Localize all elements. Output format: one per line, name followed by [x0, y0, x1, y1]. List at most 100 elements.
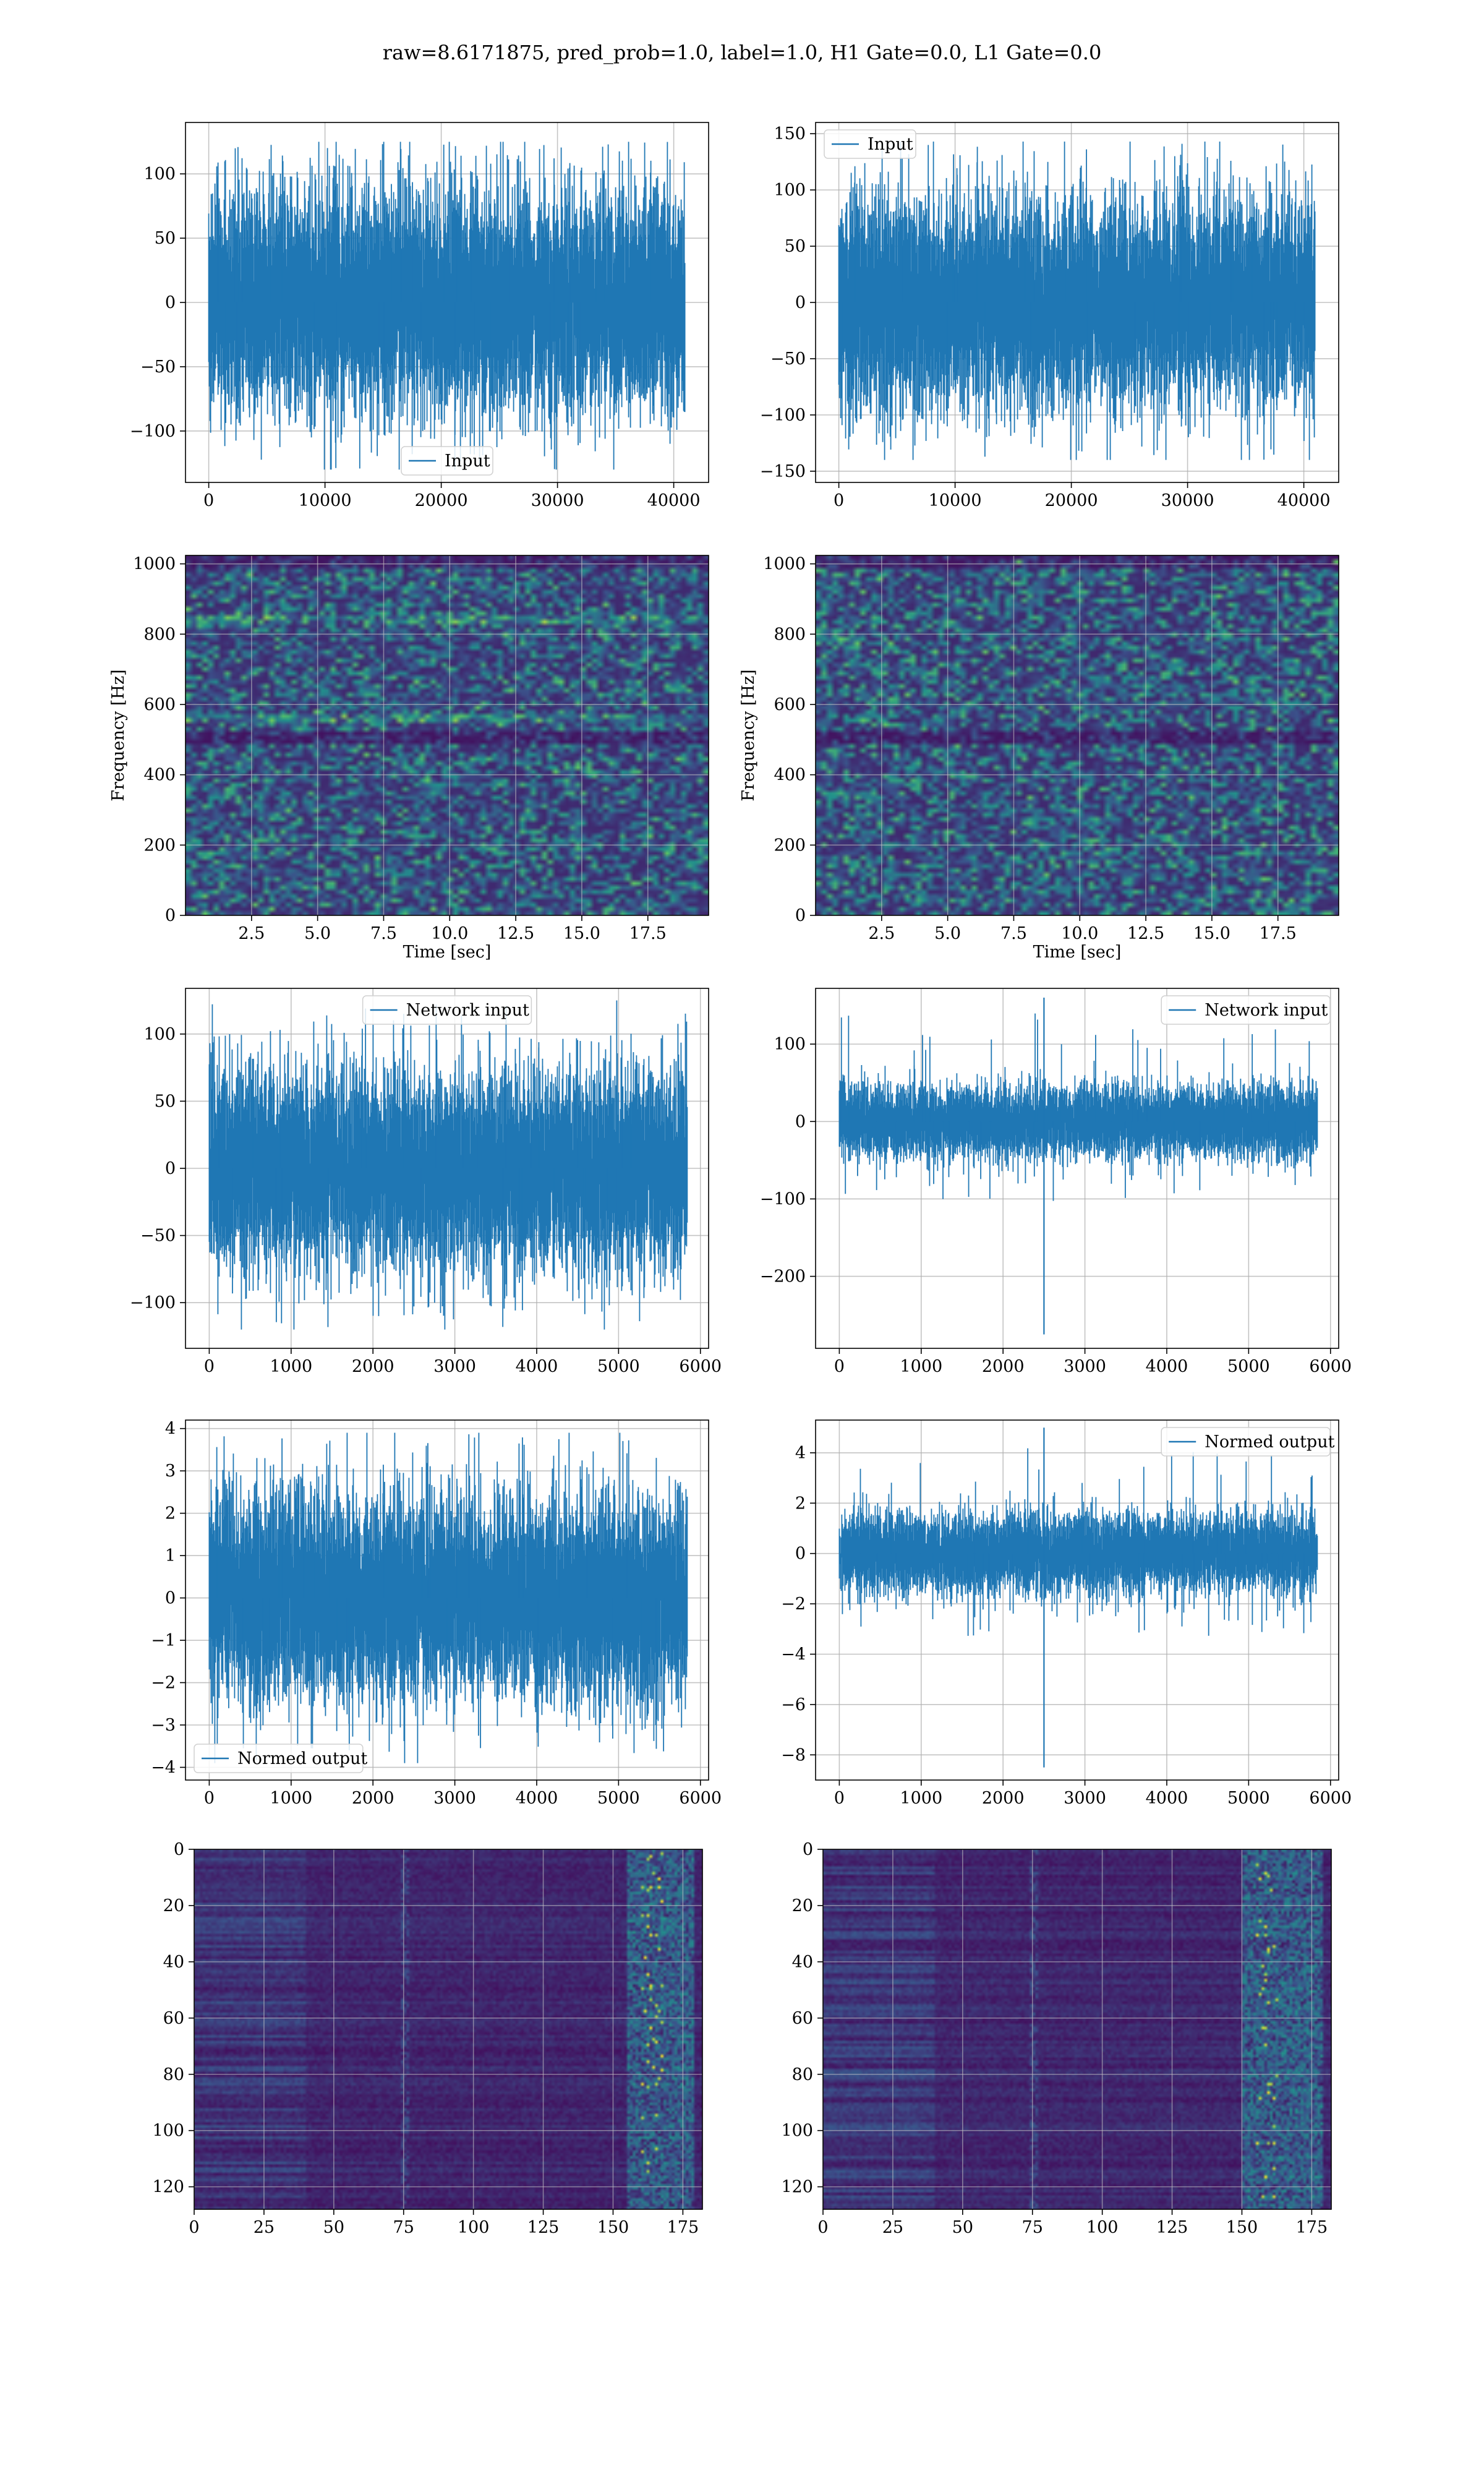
panel-h1-input: 0 10000 20000 30000 40000 −100 −50 0 50 100 Input — [130, 122, 709, 510]
y-tick-label: 0 — [803, 1840, 813, 1859]
x-tick-label: 20000 — [1045, 491, 1098, 510]
x-tick-label: 2.5 — [238, 924, 265, 943]
axes-frame — [185, 1419, 709, 1781]
x-tick-label: 5000 — [1227, 1789, 1270, 1808]
y-tick-label: −200 — [760, 1267, 806, 1286]
panel-l1-spectrogram: 2.5 5.0 7.5 10.0 12.5 15.0 17.5 0 200 400 600 800 10… — [739, 555, 1339, 962]
x-tick-label: 6000 — [1309, 1789, 1352, 1808]
y-tick-label: −2 — [781, 1594, 806, 1614]
x-tick-label: 175 — [667, 2218, 699, 2237]
y-tick-label: −100 — [130, 422, 176, 441]
legend-entry-label: Normed output — [1205, 1432, 1334, 1452]
y-tick-label: 400 — [774, 766, 806, 785]
x-tick-label: 0 — [189, 2218, 199, 2237]
x-tick-label: 30000 — [1161, 491, 1214, 510]
x-tick-label: 6000 — [1309, 1357, 1352, 1376]
x-tick-label: 125 — [1156, 2218, 1188, 2237]
y-tick-label: 100 — [143, 1025, 176, 1044]
panel-l1-network-input: 0 1000 2000 3000 4000 5000 6000 −200 −100 0 100 Net… — [760, 988, 1352, 1376]
legend-box — [194, 1744, 364, 1773]
x-tick-label: 2000 — [352, 1789, 394, 1808]
axes-frame — [194, 1849, 703, 2210]
y-tick-label: 0 — [795, 1544, 806, 1564]
y-tick-label: 4 — [795, 1444, 806, 1463]
x-tick-label: 15.0 — [1193, 924, 1230, 943]
x-tick-label: 150 — [597, 2218, 629, 2237]
y-tick-label: 150 — [774, 124, 806, 143]
y-axis-label: Frequency [Hz] — [109, 669, 128, 801]
spectrogram-image — [816, 555, 1339, 915]
y-tick-label: 50 — [785, 237, 806, 256]
x-tick-label: 25 — [882, 2218, 903, 2237]
series-line — [838, 1491, 1318, 1630]
legend-entry-label: Input — [445, 452, 490, 471]
x-tick-label: 40000 — [1277, 491, 1331, 510]
y-tick-label: −100 — [760, 1189, 806, 1209]
y-tick-label: 0 — [165, 1159, 176, 1178]
axes-frame — [185, 555, 709, 916]
x-tick-label: 2.5 — [868, 924, 895, 943]
feature-map-image — [823, 1849, 1331, 2209]
x-tick-label: 3000 — [1064, 1357, 1106, 1376]
legend-box — [362, 995, 532, 1025]
x-tick-label: 4000 — [516, 1789, 558, 1808]
x-tick-label: 1000 — [270, 1789, 312, 1808]
panel-h1-network-input: 0 1000 2000 3000 4000 5000 6000 −100 −50 0 50 100 Ne… — [130, 988, 722, 1376]
x-tick-label: 6000 — [679, 1357, 722, 1376]
panel-l1-normed-output: 0 1000 2000 3000 4000 5000 6000 −8 −6 −4 −2 0 2 4 Norm… — [781, 1419, 1352, 1808]
y-tick-label: 200 — [143, 836, 176, 855]
y-tick-label: −150 — [760, 462, 806, 481]
x-tick-label: 2000 — [982, 1789, 1025, 1808]
y-tick-label: 0 — [165, 906, 176, 925]
x-tick-label: 100 — [458, 2218, 490, 2237]
panel-h1-spectrogram: 2.5 5.0 7.5 10.0 12.5 15.0 17.5 0 200 400 600 800 10… — [109, 555, 709, 962]
y-tick-label: 20 — [163, 1896, 184, 1915]
y-tick-label: 80 — [163, 2065, 184, 2084]
plot-area — [816, 988, 1339, 1348]
x-tick-label: 40000 — [647, 491, 701, 510]
y-tick-label: 600 — [143, 695, 176, 714]
x-tick-label: 3000 — [433, 1789, 476, 1808]
series-line — [838, 1060, 1318, 1186]
x-tick-label: 4000 — [1146, 1789, 1188, 1808]
y-tick-label: 2 — [165, 1504, 176, 1523]
y-tick-label: 4 — [165, 1419, 176, 1439]
legend-entry-label: Network input — [406, 1001, 529, 1020]
y-tick-label: −50 — [770, 349, 806, 369]
x-tick-label: 100 — [1086, 2218, 1119, 2237]
axes-frame — [185, 988, 709, 1349]
spectrogram-image — [186, 555, 709, 915]
y-tick-label: 100 — [774, 1035, 806, 1054]
y-tick-label: 100 — [774, 181, 806, 200]
x-tick-label: 10.0 — [1061, 924, 1098, 943]
x-tick-label: 3000 — [433, 1357, 476, 1376]
x-tick-label: 4000 — [516, 1357, 558, 1376]
y-tick-label: −6 — [781, 1695, 806, 1714]
x-axis-label: Time [sec] — [403, 943, 492, 962]
x-tick-label: 125 — [527, 2218, 560, 2237]
y-tick-label: 800 — [774, 625, 806, 644]
y-tick-label: 40 — [792, 1953, 813, 1972]
feature-map-image — [194, 1849, 702, 2209]
legend-entry-label: Input — [868, 135, 913, 154]
y-tick-label: 50 — [155, 1092, 176, 1111]
x-tick-label: 10.0 — [431, 924, 468, 943]
x-tick-label: 0 — [817, 2218, 828, 2237]
series-line — [208, 1000, 688, 1330]
axes-frame — [815, 988, 1339, 1349]
x-tick-label: 4000 — [1146, 1357, 1188, 1376]
axes-frame — [822, 1849, 1332, 2210]
x-tick-label: 1000 — [270, 1357, 312, 1376]
axes-frame — [185, 122, 709, 483]
y-tick-label: 400 — [143, 766, 176, 785]
x-tick-label: 10000 — [299, 491, 352, 510]
y-tick-label: −4 — [151, 1758, 176, 1777]
x-tick-label: 50 — [323, 2218, 344, 2237]
y-tick-label: 50 — [155, 229, 176, 248]
x-tick-label: 5.0 — [304, 924, 331, 943]
y-tick-label: 20 — [792, 1896, 813, 1915]
legend-box — [401, 446, 493, 476]
panel-l1-feature-map: 0 25 50 75 100 125 150 175 0 20 40 60 80 100 120 — [781, 1840, 1332, 2237]
x-tick-label: 50 — [952, 2218, 973, 2237]
panel-h1-normed-output: 0 1000 2000 3000 4000 5000 6000 −4 −3 −2 −1 0 1 2 3 4 No… — [151, 1419, 722, 1808]
